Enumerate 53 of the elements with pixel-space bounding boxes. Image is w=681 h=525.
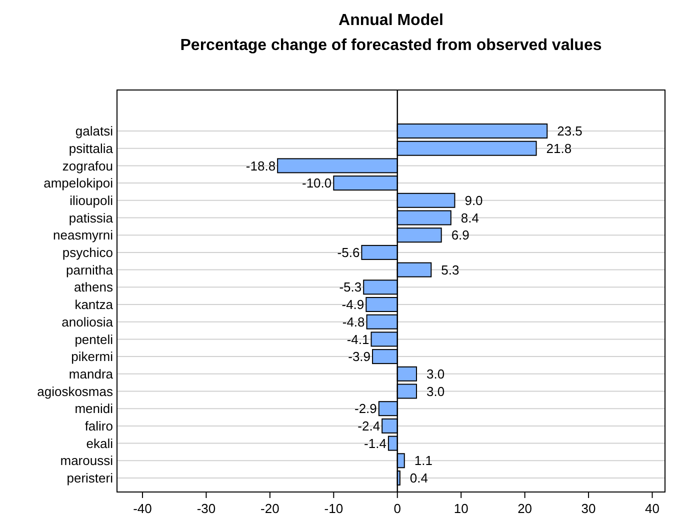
y-tick-label: faliro bbox=[84, 418, 113, 434]
y-tick-label: agioskosmas bbox=[37, 384, 114, 399]
y-tick-label: neasmyrni bbox=[53, 228, 114, 243]
y-tick-label: maroussi bbox=[60, 453, 114, 468]
y-tick-label: anoliosia bbox=[62, 314, 114, 330]
x-tick-label: -20 bbox=[260, 501, 280, 516]
y-tick-label: galatsi bbox=[75, 124, 114, 139]
data-label: 23.5 bbox=[557, 124, 582, 139]
data-label: 1.1 bbox=[414, 453, 432, 468]
data-label: -4.9 bbox=[342, 297, 364, 312]
data-label: 3.0 bbox=[426, 384, 445, 399]
y-tick-label: psychico bbox=[62, 245, 113, 260]
x-tick-label: -30 bbox=[196, 501, 216, 516]
data-label: -2.9 bbox=[354, 401, 377, 416]
data-label: 8.4 bbox=[460, 210, 479, 226]
data-label: 21.8 bbox=[546, 140, 572, 156]
y-tick-label: ilioupoli bbox=[70, 192, 114, 208]
y-tick-label: pikermi bbox=[71, 349, 114, 364]
x-tick-label: -40 bbox=[133, 501, 152, 516]
data-label: -2.4 bbox=[358, 418, 380, 434]
y-tick-label: zografou bbox=[62, 158, 113, 174]
data-label: -3.9 bbox=[348, 349, 371, 364]
chart-title: Annual Model bbox=[338, 12, 444, 29]
y-tick-label: athens bbox=[74, 280, 114, 295]
y-tick-label: ekali bbox=[86, 436, 114, 451]
data-label: -18.8 bbox=[246, 158, 276, 174]
x-tick-label: -10 bbox=[324, 501, 344, 516]
x-tick-label: 30 bbox=[581, 501, 596, 516]
data-label: 0.4 bbox=[410, 470, 428, 486]
y-tick-label: peristeri bbox=[66, 470, 114, 486]
y-tick-label: menidi bbox=[74, 401, 114, 416]
x-tick-label: 10 bbox=[454, 501, 468, 516]
y-tick-label: psittalia bbox=[68, 140, 114, 156]
data-label: 3.0 bbox=[426, 366, 445, 382]
x-tick-label: 20 bbox=[518, 501, 532, 516]
y-tick-label: parnitha bbox=[66, 262, 114, 278]
data-label: -4.1 bbox=[346, 332, 370, 347]
x-tick-label: 0 bbox=[394, 501, 401, 516]
data-label: 9.0 bbox=[464, 192, 483, 208]
y-tick-label: penteli bbox=[74, 332, 114, 347]
chart-subtitle: Percentage change of forecasted from observed values bbox=[180, 37, 602, 54]
y-tick-label: mandra bbox=[68, 366, 114, 382]
y-tick-label: kantza bbox=[74, 297, 114, 312]
x-tick-label: 40 bbox=[645, 501, 660, 516]
y-tick-label: patissia bbox=[68, 210, 114, 226]
data-label: -5.3 bbox=[339, 280, 362, 295]
data-label: -5.6 bbox=[337, 245, 360, 260]
data-label: -1.4 bbox=[364, 436, 386, 451]
data-label: 6.9 bbox=[451, 228, 470, 243]
data-label: -4.8 bbox=[342, 314, 365, 330]
data-label: 5.3 bbox=[441, 262, 460, 278]
y-tick-label: ampelokipoi bbox=[44, 176, 114, 191]
data-label: -10.0 bbox=[302, 176, 332, 191]
